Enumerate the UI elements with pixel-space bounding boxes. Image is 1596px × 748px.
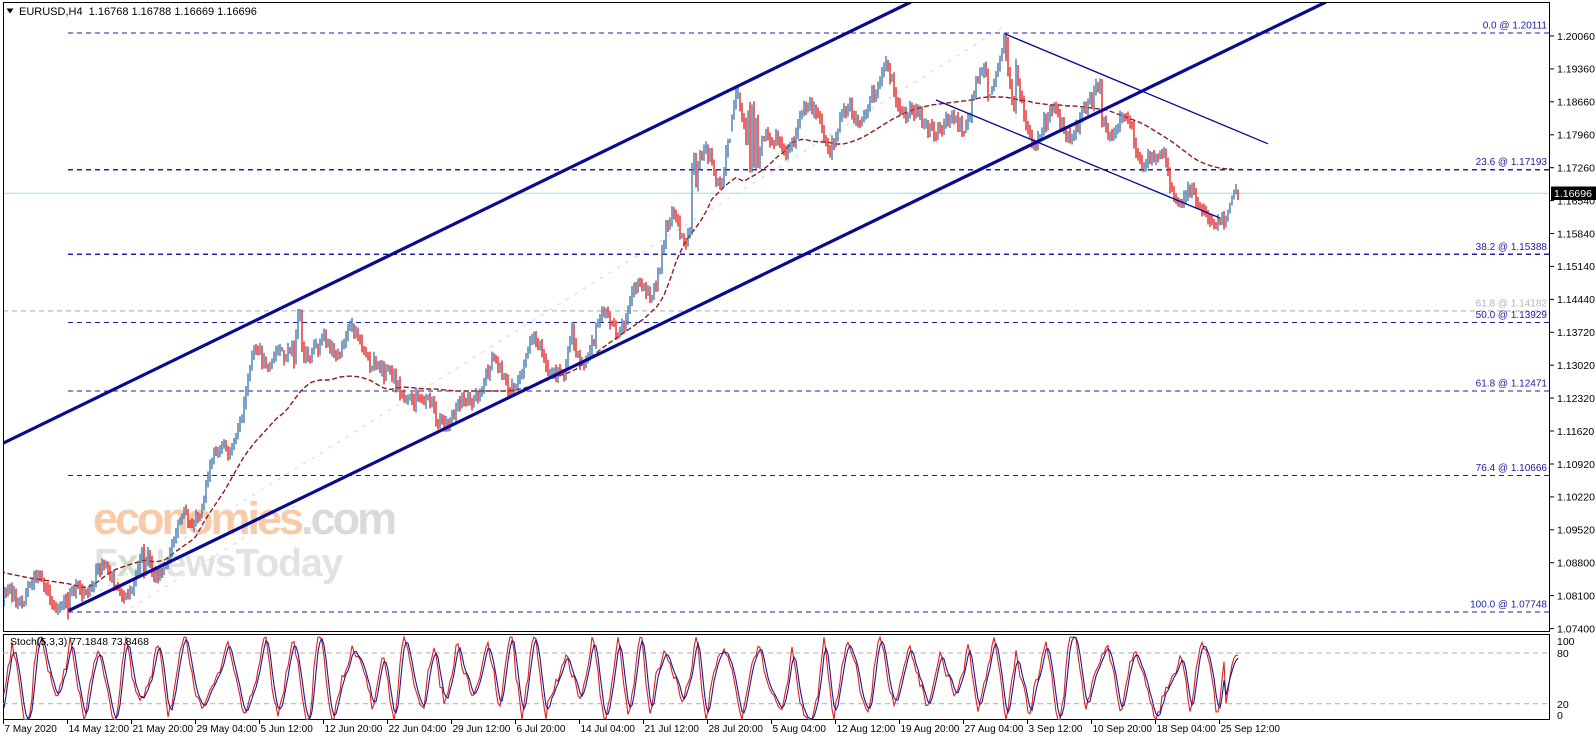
svg-text:1.16696: 1.16696 bbox=[1554, 188, 1592, 200]
svg-text:1.13720: 1.13720 bbox=[1557, 327, 1595, 339]
svg-text:12 Jun 20:00: 12 Jun 20:00 bbox=[325, 724, 383, 735]
svg-text:1.12320: 1.12320 bbox=[1557, 393, 1595, 405]
svg-text:38.2 @ 1.15388: 38.2 @ 1.15388 bbox=[1476, 242, 1548, 253]
svg-text:1.19360: 1.19360 bbox=[1557, 64, 1595, 76]
svg-text:5 Jun 12:00: 5 Jun 12:00 bbox=[261, 724, 314, 735]
svg-text:80: 80 bbox=[1557, 648, 1569, 660]
svg-text:12 Aug 12:00: 12 Aug 12:00 bbox=[837, 724, 896, 735]
svg-text:14 May 12:00: 14 May 12:00 bbox=[69, 724, 130, 735]
svg-text:27 Aug 04:00: 27 Aug 04:00 bbox=[965, 724, 1024, 735]
svg-text:29 May 04:00: 29 May 04:00 bbox=[197, 724, 258, 735]
svg-text:1.20060: 1.20060 bbox=[1557, 31, 1595, 43]
svg-text:100.0 @ 1.07748: 100.0 @ 1.07748 bbox=[1470, 599, 1547, 610]
svg-text:1.13020: 1.13020 bbox=[1557, 360, 1595, 372]
svg-text:5 Aug 04:00: 5 Aug 04:00 bbox=[773, 724, 827, 735]
svg-text:EURUSD,H4 1.16768 1.16788 1.1: EURUSD,H4 1.16768 1.16788 1.16669 1.1669… bbox=[19, 6, 257, 18]
svg-text:1.10920: 1.10920 bbox=[1557, 459, 1595, 471]
svg-text:23.6 @ 1.17193: 23.6 @ 1.17193 bbox=[1476, 157, 1548, 168]
svg-text:20: 20 bbox=[1557, 699, 1569, 711]
svg-text:1.08100: 1.08100 bbox=[1557, 590, 1595, 602]
svg-text:25 Sep 12:00: 25 Sep 12:00 bbox=[1221, 724, 1281, 735]
svg-text:1.17260: 1.17260 bbox=[1557, 163, 1595, 175]
svg-text:14 Jul 04:00: 14 Jul 04:00 bbox=[581, 724, 636, 735]
svg-text:76.4 @ 1.10666: 76.4 @ 1.10666 bbox=[1476, 463, 1548, 474]
svg-text:0: 0 bbox=[1557, 710, 1563, 722]
svg-text:21 Jul 12:00: 21 Jul 12:00 bbox=[645, 724, 700, 735]
svg-text:Stoch(5,3,3) 77.1848 73.8468: Stoch(5,3,3) 77.1848 73.8468 bbox=[10, 636, 149, 648]
svg-text:1.14440: 1.14440 bbox=[1557, 294, 1595, 306]
svg-text:28 Jul 20:00: 28 Jul 20:00 bbox=[709, 724, 764, 735]
svg-text:1.15840: 1.15840 bbox=[1557, 228, 1595, 240]
svg-text:22 Jun 04:00: 22 Jun 04:00 bbox=[389, 724, 447, 735]
svg-text:6 Jul 20:00: 6 Jul 20:00 bbox=[517, 724, 566, 735]
svg-text:3 Sep 12:00: 3 Sep 12:00 bbox=[1029, 724, 1083, 735]
svg-text:61.8 @ 1.12471: 61.8 @ 1.12471 bbox=[1476, 378, 1548, 389]
svg-text:29 Jun 12:00: 29 Jun 12:00 bbox=[453, 724, 511, 735]
svg-text:21 May 20:00: 21 May 20:00 bbox=[133, 724, 194, 735]
svg-text:1.07400: 1.07400 bbox=[1557, 623, 1595, 635]
svg-text:50.0 @ 1.13929: 50.0 @ 1.13929 bbox=[1476, 310, 1548, 321]
svg-text:100: 100 bbox=[1557, 636, 1575, 648]
svg-text:19 Aug 20:00: 19 Aug 20:00 bbox=[901, 724, 960, 735]
svg-text:1.18660: 1.18660 bbox=[1557, 97, 1595, 109]
svg-text:0.0 @ 1.20111: 0.0 @ 1.20111 bbox=[1483, 21, 1548, 32]
svg-text:7 May 2020: 7 May 2020 bbox=[5, 724, 58, 735]
svg-text:18 Sep 04:00: 18 Sep 04:00 bbox=[1157, 724, 1217, 735]
svg-text:1.09520: 1.09520 bbox=[1557, 525, 1595, 537]
svg-text:economies.com: economies.com bbox=[93, 493, 395, 544]
svg-text:1.17960: 1.17960 bbox=[1557, 130, 1595, 142]
svg-text:61.8 @ 1.14182: 61.8 @ 1.14182 bbox=[1476, 298, 1548, 309]
svg-text:1.15140: 1.15140 bbox=[1557, 261, 1595, 273]
svg-text:1.10220: 1.10220 bbox=[1557, 492, 1595, 504]
svg-text:1.08800: 1.08800 bbox=[1557, 558, 1595, 570]
svg-text:1.11620: 1.11620 bbox=[1557, 426, 1594, 438]
svg-text:10 Sep 20:00: 10 Sep 20:00 bbox=[1093, 724, 1153, 735]
